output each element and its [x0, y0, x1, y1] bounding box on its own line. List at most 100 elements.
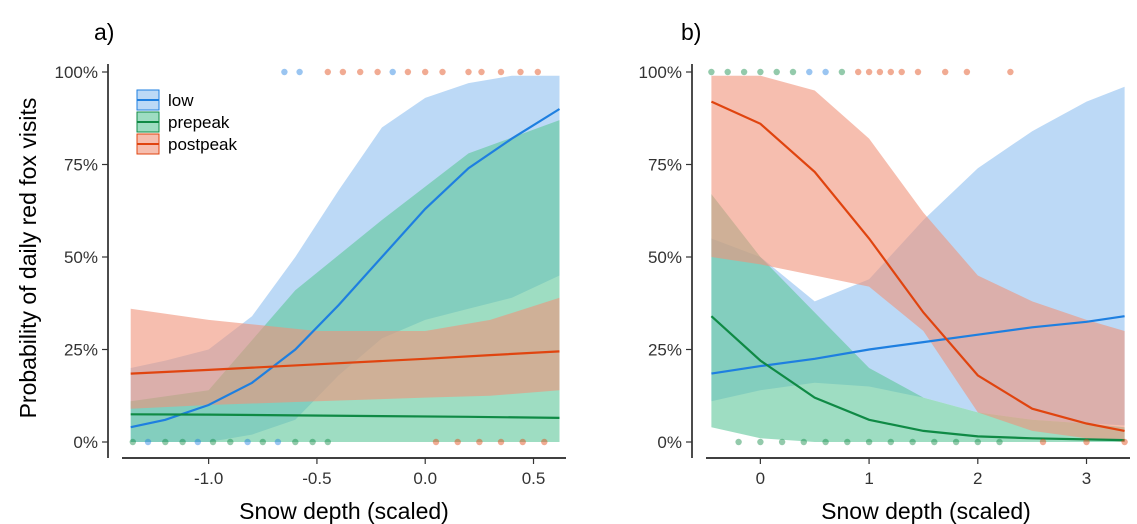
- panel-b-rug-point: [876, 68, 884, 76]
- legend-item-prepeak: prepeak: [136, 111, 230, 133]
- panel-a-rug-point: [519, 438, 526, 446]
- panel-a-y-tick-label: 75%: [64, 156, 98, 175]
- panel-a-rug-point: [292, 438, 299, 446]
- panel-b-rug-point: [996, 438, 1003, 446]
- panel-b-rug-point: [838, 68, 846, 76]
- panel-b-line-postpeak: [710, 100, 1125, 432]
- panel-a-rug-point: [324, 438, 331, 446]
- panel-a-rug-point: [517, 68, 524, 76]
- panel-b-rug-point: [740, 68, 748, 76]
- panel-a-y-tick-label: 25%: [64, 341, 98, 360]
- panel-a-rug-point: [478, 68, 485, 76]
- panel-b-rug-point: [1083, 438, 1090, 446]
- panel-b-x-tick-label: 1: [864, 469, 873, 488]
- panel-a-rug-point: [476, 438, 483, 446]
- legend-label-prepeak: prepeak: [168, 113, 230, 132]
- panel-a-rug-point: [497, 68, 505, 76]
- panel-a-rug-point: [389, 68, 396, 76]
- panel-a-rug-point: [227, 438, 234, 446]
- panel-b-rug-point: [898, 68, 905, 76]
- legend-item-low: low: [136, 89, 194, 111]
- panel-a-rug-point: [465, 68, 472, 76]
- panel-b-rug-point: [708, 68, 715, 76]
- panel-b-rug-point: [735, 438, 742, 446]
- panel-a-x-tick-label: -0.5: [302, 469, 331, 488]
- panel-b-rug-point: [952, 438, 960, 446]
- panel-a-line-postpeak: [130, 350, 560, 375]
- panel-a-rug-point: [404, 68, 412, 76]
- panel-b-rug-point: [778, 438, 786, 446]
- panel-b-rug-point: [757, 438, 764, 446]
- panel-a-x-tick-label: -1.0: [194, 469, 223, 488]
- panel-b-rug-point: [789, 68, 797, 76]
- panel-b-y-tick-label: 75%: [648, 156, 682, 175]
- panel-b-rug-point: [855, 68, 862, 76]
- panel-a-ribbons: [130, 75, 560, 442]
- panel-b-rug-point: [963, 68, 971, 76]
- panel-b-x-tick-label: 2: [973, 469, 982, 488]
- panel-a-rug-point: [274, 438, 282, 446]
- panel-a-lines: [130, 108, 561, 429]
- panel-a-x-axis-label: Snow depth (scaled): [239, 498, 449, 524]
- panel-b-rug-point: [773, 68, 780, 76]
- panel-a-rug-point: [179, 438, 186, 446]
- panel-a-ribbon-postpeak: [130, 297, 560, 409]
- panel-b-label: b): [681, 19, 701, 45]
- panel-b-rug-point: [724, 68, 731, 76]
- legend-label-low: low: [168, 91, 194, 110]
- legend: low prepeak postpeak: [136, 89, 237, 155]
- panel-a-rug-point: [422, 68, 429, 76]
- panel-a-rug-point: [309, 438, 316, 446]
- panel-b-rug-point: [800, 438, 807, 446]
- panel-b-rug-point: [865, 68, 873, 76]
- panel-b-ribbon-postpeak: [711, 75, 1125, 442]
- panel-b-axes: 0 1 2 3 0% 25% 50% 75% 100%: [639, 63, 1130, 488]
- panel-b-rug-point: [822, 438, 829, 446]
- panel-a-y-tick-label: 100%: [55, 63, 98, 82]
- panel-a-rug-points: [129, 68, 548, 446]
- panel-b-rug-point: [942, 68, 949, 76]
- panel-b-rug-point: [887, 68, 894, 76]
- panel-b-rug-point: [909, 438, 916, 446]
- panel-a-rug-point: [209, 438, 217, 446]
- panel-a-y-tick-label: 0%: [73, 433, 98, 452]
- panel-a-rug-point: [324, 68, 331, 76]
- panel-b-rug-point: [865, 438, 873, 446]
- panel-b-x-axis-label: Snow depth (scaled): [821, 498, 1031, 524]
- panel-a-y-tick-label: 50%: [64, 248, 98, 267]
- panel-b-rug-points: [708, 68, 1128, 446]
- panel-a-label: a): [94, 19, 114, 45]
- panel-b-rug-point: [1007, 68, 1014, 76]
- panel-b-x-tick-label: 0: [756, 469, 765, 488]
- panel-b-y-tick-label: 25%: [648, 341, 682, 360]
- panel-b-rug-point: [757, 68, 764, 76]
- y-axis-label: Probability of daily red fox visits: [15, 98, 41, 419]
- panel-b-y-tick-label: 50%: [648, 248, 682, 267]
- panel-b-y-tick-label: 100%: [639, 63, 682, 82]
- panel-a-rug-point: [541, 438, 548, 446]
- panel-b-rug-point: [1039, 438, 1047, 446]
- panel-a-rug-point: [454, 438, 461, 446]
- panel-b-rug-point: [1121, 438, 1128, 446]
- panel-b-rug-point: [887, 438, 894, 446]
- panel-a-rug-point: [357, 68, 364, 76]
- panel-a-rug-point: [281, 68, 288, 76]
- panel-a-rug-point: [374, 68, 381, 76]
- panel-b-rug-point: [914, 68, 922, 76]
- panel-a-rug-point: [339, 68, 347, 76]
- legend-label-postpeak: postpeak: [168, 135, 237, 154]
- panel-a-rug-point: [439, 68, 446, 76]
- panel-b-ribbons: [711, 75, 1125, 442]
- panel-a-rug-point: [194, 438, 201, 446]
- panel-a-rug-point: [244, 438, 251, 446]
- panel-a-rug-point: [497, 438, 505, 446]
- panel-b-rug-point: [844, 438, 851, 446]
- panel-a-rug-point: [162, 438, 169, 446]
- legend-item-postpeak: postpeak: [136, 133, 237, 155]
- panel-a-rug-point: [129, 438, 136, 446]
- panel-a-line-prepeak: [130, 413, 560, 419]
- panel-b-x-tick-label: 3: [1082, 469, 1091, 488]
- panel-b-y-tick-label: 0%: [657, 433, 682, 452]
- panel-a-x-tick-label: 0.5: [522, 469, 546, 488]
